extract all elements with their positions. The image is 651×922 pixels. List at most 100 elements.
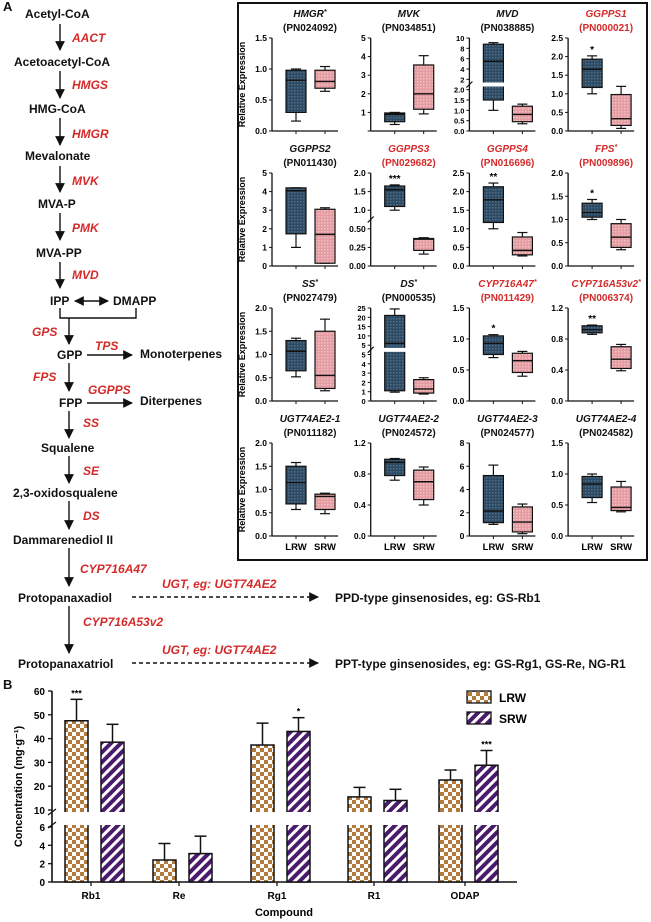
axis-break-gap	[371, 347, 432, 352]
boxplot-ggpps2: GGPPS2 (PN011430) 0 1 2 3 4 5 Relative Expressio…	[237, 144, 338, 271]
enzyme-se: SE	[83, 464, 100, 478]
y-tick-label: 4	[262, 187, 267, 197]
y-tick-label: 1.5	[551, 70, 563, 80]
x-label-lrw: LRW	[581, 542, 602, 553]
box-lrw	[285, 465, 307, 505]
gene-id: (PN006374)	[579, 293, 633, 304]
gene-name: UGT74AE2-3	[477, 414, 538, 425]
y-tick-label: 20	[34, 782, 46, 793]
y-tick-label: 0.0	[255, 396, 267, 406]
significance-mark: *	[324, 9, 327, 16]
y-axis-label: Relative Expression	[237, 42, 247, 128]
x-label-srw: SRW	[413, 542, 435, 553]
gene-name: MVD	[496, 9, 518, 20]
enzyme-cyp716a53v2: CYP716A53v2	[83, 615, 164, 629]
enzyme-hmgr: HMGR	[72, 127, 109, 141]
compound-acetyl-coa: Acetyl-CoA	[25, 7, 90, 21]
enzyme-aact: AACT	[72, 31, 106, 45]
box-srw	[413, 469, 435, 501]
y-tick-label: 0.5	[453, 365, 465, 375]
box-lrw	[285, 187, 307, 235]
boxplot-fps: FPS* (PN009896) 0.0 0.5 1.0 1.5 2.0 *	[551, 144, 635, 271]
y-tick-label: 5	[262, 168, 267, 178]
box-lrw	[384, 112, 406, 123]
boxplot-ugt74ae2-2: UGT74AE2-2 (PN024572) 0.0 0.4 0.8 1.2 LRW SRW	[354, 414, 440, 553]
box-lrw	[482, 335, 504, 356]
y-axis-label: Concentration (mg·g⁻¹)	[13, 726, 25, 848]
y-tick-label: 1.5	[255, 33, 267, 43]
y-tick-label: 0.0	[255, 531, 267, 541]
y-tick-label: 0.0	[453, 261, 465, 271]
boxplot-ss: SS* (PN027479) 0.0 0.5 1.0 1.5 2.0 Relative Exp…	[237, 279, 338, 406]
y-tick-label: 0.5	[453, 242, 465, 252]
panel-a-label: A	[3, 0, 13, 14]
x-label-lrw: LRW	[384, 542, 405, 553]
y-tick-label: 0.0	[453, 396, 465, 406]
y-tick-label: 2	[39, 860, 45, 871]
axis-break-gap	[53, 812, 518, 825]
y-tick-label: 1.0	[255, 485, 267, 495]
significance-mark: *	[414, 279, 417, 286]
y-tick-label: 0.0	[551, 396, 563, 406]
gene-name: HMGR*	[293, 9, 327, 20]
gene-name: SS*	[302, 279, 318, 290]
compound-dmapp: DMAPP	[113, 294, 157, 308]
significance-stars: *	[590, 189, 594, 200]
y-tick-label: 2	[460, 508, 465, 518]
y-tick-label: 1	[362, 388, 366, 397]
x-tick-label: Re	[173, 891, 186, 902]
x-tick-label: Rb1	[82, 891, 101, 902]
y-tick-label: 1.5	[255, 326, 267, 336]
gene-name: GGPPS4	[487, 144, 529, 155]
y-tick-label: 5	[362, 351, 366, 360]
significance-mark: *	[614, 144, 617, 151]
legend-label-lrw: LRW	[499, 691, 527, 705]
gene-name: FPS*	[595, 144, 617, 155]
axis-break-gap	[371, 217, 432, 222]
y-tick-label: 0	[460, 531, 465, 541]
box-srw	[511, 352, 534, 374]
y-tick-label: 0.5	[454, 117, 464, 126]
compound-protopanaxadiol: Protopanaxadiol	[18, 591, 113, 605]
y-tick-label: 0.5	[255, 95, 267, 105]
y-tick-label: 2	[361, 89, 366, 99]
y-tick-label: 2	[262, 224, 267, 234]
significance-mark: *	[534, 279, 537, 286]
x-label-lrw: LRW	[483, 542, 504, 553]
box-srw	[610, 93, 632, 127]
compound-acetoacetyl-coa: Acetoacetyl-CoA	[14, 55, 111, 69]
compound-monoterpenes: Monoterpenes	[140, 347, 223, 361]
y-tick-label: 1.0	[551, 215, 563, 225]
enzyme-pmk: PMK	[72, 221, 99, 235]
gene-name: CYP716A47*	[478, 279, 537, 290]
boxplot-cyp716a53v2: CYP716A53v2* (PN006374) 0.0 0.4 0.8 1.2 **	[551, 279, 641, 406]
box-srw	[314, 493, 336, 511]
significance-stars: ***	[481, 740, 492, 750]
box-srw	[413, 379, 435, 394]
y-tick-label: 2.0	[255, 438, 267, 448]
ppt-type-ginsenosides: PPT-type ginsenosides, eg: GS-Rg1, GS-Re…	[335, 657, 626, 671]
x-tick-label: R1	[368, 891, 381, 902]
gene-id: (PN024582)	[579, 428, 633, 439]
y-tick-label: 0.5	[551, 238, 563, 248]
y-tick-label: 2	[460, 75, 464, 84]
y-tick-label: 30	[34, 758, 46, 769]
y-tick-label: 0.0	[255, 126, 267, 136]
y-tick-label: 0.4	[551, 365, 563, 375]
legend-swatch-lrw	[466, 690, 492, 704]
y-tick-label: 10	[357, 332, 365, 341]
y-tick-label: 1.0	[551, 469, 563, 479]
y-tick-label: 5	[361, 33, 366, 43]
y-tick-label: 15	[357, 323, 365, 332]
x-label-srw: SRW	[511, 542, 533, 553]
significance-stars: ***	[389, 174, 401, 185]
significance-stars: **	[588, 314, 596, 325]
legend-swatch-srw	[466, 711, 492, 725]
significance-stars: ***	[71, 688, 82, 698]
box-srw	[511, 236, 534, 256]
box-lrw	[285, 339, 307, 372]
y-tick-label: 1.0	[551, 89, 563, 99]
y-tick-label: 2.0	[551, 52, 563, 62]
y-tick-label: 1.5	[454, 96, 464, 105]
